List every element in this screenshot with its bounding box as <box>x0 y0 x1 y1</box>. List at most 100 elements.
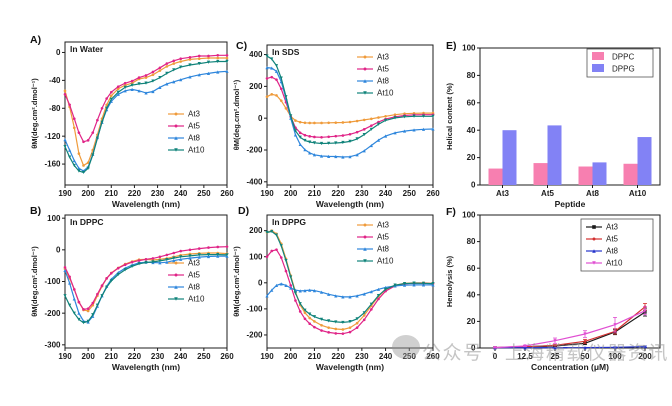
marker <box>313 121 316 125</box>
marker <box>100 120 104 124</box>
x-tick-label: 240 <box>174 352 188 361</box>
legend-label-At5: At5 <box>606 235 619 244</box>
y-axis: 0 20 40 60 80 100 <box>462 211 480 353</box>
marker <box>158 69 162 72</box>
panel-e-letter: E) <box>446 40 457 52</box>
x-tick-label: 200 <box>284 189 298 198</box>
marker <box>355 130 359 134</box>
marker <box>109 90 113 94</box>
marker <box>270 93 274 96</box>
marker <box>613 323 617 327</box>
marker <box>197 255 201 259</box>
marker <box>109 94 113 98</box>
marker <box>319 317 324 321</box>
line-series-At10 <box>63 59 229 175</box>
marker <box>188 254 192 258</box>
marker <box>284 107 288 110</box>
marker <box>362 128 366 131</box>
marker <box>363 67 367 71</box>
marker <box>91 301 95 305</box>
y-tick-label: 0 <box>471 181 476 190</box>
marker <box>303 308 307 312</box>
marker <box>592 249 596 253</box>
marker <box>123 85 127 89</box>
marker <box>77 169 81 173</box>
marker <box>376 122 381 126</box>
marker <box>179 257 183 261</box>
marker <box>77 166 81 170</box>
marker <box>284 95 288 99</box>
x-axis-label: Wavelength (nm) <box>316 362 384 372</box>
marker <box>270 66 274 70</box>
x-axis: 190 200 210 220 230 240 250 260 <box>260 185 440 198</box>
marker <box>334 332 338 335</box>
y-axis: 200 100 0 -100 -200 <box>246 226 267 340</box>
marker <box>151 260 155 264</box>
marker <box>63 268 67 273</box>
x-tick-label: 190 <box>260 352 274 361</box>
marker <box>393 283 397 287</box>
marker <box>116 92 120 96</box>
x-axis-label: Concentration (μM) <box>531 362 609 372</box>
marker <box>523 344 527 348</box>
marker <box>334 154 338 159</box>
marker <box>362 132 366 137</box>
marker <box>308 135 311 138</box>
marker <box>363 235 367 239</box>
marker <box>174 124 178 128</box>
marker <box>308 140 312 144</box>
marker <box>341 332 345 335</box>
y-tick-label: 40 <box>467 126 476 135</box>
marker <box>592 261 596 265</box>
marker <box>179 78 183 82</box>
marker <box>206 60 211 64</box>
marker <box>289 275 293 279</box>
marker <box>348 326 352 329</box>
marker <box>303 133 307 137</box>
marker <box>377 116 380 119</box>
marker <box>431 127 435 131</box>
marker <box>298 135 302 139</box>
marker <box>72 297 76 301</box>
y-tick-label: -300 <box>44 340 61 349</box>
x-tick-label: 210 <box>105 352 119 361</box>
marker <box>130 79 134 83</box>
marker <box>188 75 192 79</box>
marker <box>68 155 72 159</box>
marker <box>583 332 587 336</box>
marker <box>431 281 435 286</box>
x-tick-label: 200 <box>81 352 95 361</box>
marker <box>151 79 155 83</box>
marker <box>116 272 120 277</box>
x-tick-label: 250 <box>197 189 211 198</box>
marker <box>275 78 278 81</box>
y-tick-label: 100 <box>462 44 476 53</box>
marker <box>327 292 331 296</box>
marker <box>327 331 330 334</box>
marker <box>174 285 178 289</box>
y-tick-label: 400 <box>249 50 263 59</box>
legend-label-At5: At5 <box>188 271 201 280</box>
marker <box>583 340 587 343</box>
line-series-At8 <box>63 254 229 324</box>
marker <box>362 311 366 315</box>
marker <box>334 320 338 324</box>
marker <box>172 80 176 84</box>
marker <box>362 292 366 296</box>
line-series-At5 <box>63 53 229 144</box>
y-tick-label: -200 <box>44 309 61 318</box>
marker <box>130 264 134 268</box>
marker <box>197 57 201 61</box>
marker <box>130 87 134 92</box>
marker <box>289 114 293 118</box>
x-axis: 190 200 210 220 230 240 250 260 <box>260 348 440 361</box>
marker <box>319 154 324 158</box>
marker <box>174 136 178 140</box>
marker <box>72 163 76 168</box>
marker <box>137 262 141 266</box>
marker <box>370 117 373 121</box>
marker <box>91 313 95 317</box>
legend-label-At5: At5 <box>188 122 201 131</box>
marker <box>293 129 298 133</box>
